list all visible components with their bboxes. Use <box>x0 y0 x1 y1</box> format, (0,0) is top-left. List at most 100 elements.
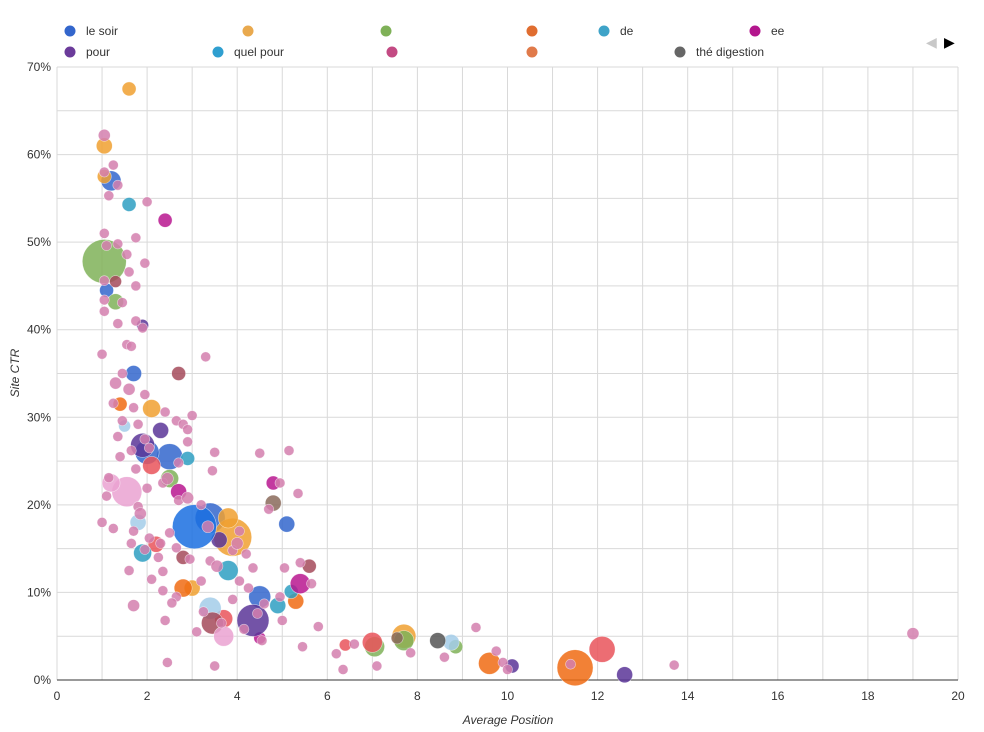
y-tick-label: 30% <box>27 410 51 424</box>
data-point <box>279 562 290 574</box>
legend-item[interactable] <box>526 25 538 37</box>
data-point <box>99 275 110 286</box>
data-point <box>126 341 137 352</box>
data-point <box>263 503 275 515</box>
data-point <box>195 575 207 587</box>
legend-label: pour <box>86 45 110 59</box>
data-point <box>230 537 244 550</box>
data-point <box>103 472 115 484</box>
data-point <box>556 649 594 687</box>
data-point <box>217 507 239 529</box>
data-point <box>439 651 450 663</box>
data-point <box>171 366 186 381</box>
y-tick-label: 40% <box>27 323 51 337</box>
legend-item[interactable]: le soir <box>64 24 119 38</box>
data-point <box>101 490 112 502</box>
x-tick-label: 0 <box>54 689 61 703</box>
data-point <box>121 81 137 97</box>
legend-label: ee <box>771 24 785 38</box>
y-axis-ticks: 0% 10% 20% 30% 40% 50% 60% 70% <box>27 60 51 687</box>
legend-item[interactable]: quel pour <box>212 45 285 59</box>
data-point <box>123 565 135 576</box>
data-point <box>349 638 360 650</box>
data-point <box>337 664 349 675</box>
data-point <box>274 477 286 489</box>
data-point <box>240 548 252 560</box>
data-point <box>191 626 202 638</box>
data-point <box>152 422 169 439</box>
data-point <box>331 648 342 660</box>
data-point <box>130 315 142 327</box>
data-point <box>209 660 220 672</box>
data-point <box>137 322 148 334</box>
data-point <box>173 457 184 469</box>
data-point <box>184 553 196 565</box>
data-point <box>312 621 324 632</box>
data-point <box>99 294 110 306</box>
data-point <box>247 562 259 574</box>
data-point <box>112 318 124 329</box>
data-point <box>213 625 234 647</box>
data-point <box>297 641 308 653</box>
y-tick-label: 0% <box>34 673 52 687</box>
data-point <box>146 573 157 585</box>
data-point <box>139 433 151 445</box>
data-point <box>210 559 224 573</box>
legend-item[interactable] <box>386 46 398 58</box>
data-point <box>405 647 416 659</box>
x-tick-label: 6 <box>324 689 331 703</box>
data-point <box>117 297 128 308</box>
legend-marker <box>526 46 538 58</box>
data-point <box>166 597 178 609</box>
data-point <box>98 129 111 142</box>
data-point <box>294 557 306 568</box>
legend-label: thé digestion <box>696 45 764 59</box>
data-point <box>130 280 142 292</box>
data-point <box>616 666 633 684</box>
legend-label: le soir <box>86 24 118 38</box>
x-tick-label: 20 <box>951 689 965 703</box>
y-tick-label: 20% <box>27 498 51 512</box>
x-tick-label: 16 <box>771 689 785 703</box>
y-tick-label: 60% <box>27 148 51 162</box>
legend-next-arrow[interactable]: ▶ <box>944 35 955 51</box>
data-point <box>209 447 220 458</box>
data-point <box>144 532 155 544</box>
data-point <box>142 399 161 418</box>
x-axis-title: Average Position <box>462 713 554 727</box>
legend-item[interactable]: ee <box>749 24 785 38</box>
data-point <box>181 491 194 505</box>
legend-prev-arrow[interactable]: ◀ <box>926 35 937 51</box>
legend-item[interactable]: thé digestion <box>674 45 765 59</box>
legend-item[interactable] <box>380 25 392 37</box>
data-point <box>306 578 317 589</box>
legend-item[interactable]: de <box>598 24 634 38</box>
data-point <box>171 542 182 554</box>
data-point <box>141 196 153 208</box>
data-point <box>123 266 135 278</box>
legend-item[interactable]: pour <box>64 45 111 59</box>
data-point <box>108 159 119 171</box>
legend-marker <box>242 25 254 37</box>
data-point <box>153 552 164 563</box>
legend-item[interactable] <box>526 46 538 58</box>
data-point <box>198 606 209 617</box>
data-point <box>588 636 616 663</box>
data-point <box>117 415 128 427</box>
data-point <box>182 424 193 435</box>
data-point <box>99 306 110 317</box>
y-tick-label: 10% <box>27 585 51 599</box>
data-point <box>126 445 137 456</box>
data-point <box>101 240 112 251</box>
legend-item[interactable] <box>242 25 254 37</box>
y-tick-label: 70% <box>27 60 51 74</box>
data-point <box>126 538 137 549</box>
x-tick-label: 12 <box>591 689 605 703</box>
x-tick-label: 4 <box>234 689 241 703</box>
data-point <box>122 382 136 396</box>
data-point <box>108 523 119 534</box>
data-point <box>142 456 161 475</box>
data-point <box>207 465 218 477</box>
data-point <box>155 538 166 549</box>
data-point <box>490 645 502 657</box>
